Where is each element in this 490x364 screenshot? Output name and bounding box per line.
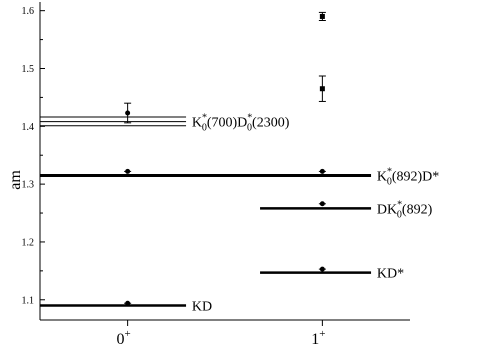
annotation-kd-star: KD* (377, 267, 404, 282)
y-axis-label: am (7, 170, 24, 190)
y-tick-label: 1.1 (22, 295, 35, 306)
data-point (125, 300, 131, 306)
y-tick-label: 1.4 (22, 122, 35, 133)
data-points (124, 11, 326, 306)
annotation-kd: KD (192, 300, 212, 315)
data-point (319, 266, 325, 272)
annotation-k0-star-892-dstar: K* 0(892)D* (377, 166, 439, 187)
y-tick-label: 1.6 (22, 6, 35, 17)
data-point (319, 201, 325, 207)
threshold-lines (40, 116, 372, 307)
annotation-dk0-star-892: DK* 0(892) (377, 199, 433, 220)
annotations: KD KD* DK* 0(892) K* 0(892)D* K* 0(700)D* 0(2300… (192, 113, 439, 315)
data-point-square (319, 13, 325, 19)
x-tick-label: 0+ (117, 328, 131, 348)
data-point (125, 168, 131, 174)
data-point (125, 110, 131, 116)
x-tick-label: 1+ (311, 328, 325, 348)
axes: 1.1 1.2 1.3 1.4 1.5 1.6 0+ 1+ (22, 2, 410, 348)
y-tick-label: 1.2 (22, 237, 35, 248)
y-tick-label: 1.5 (22, 64, 35, 75)
data-point-square (319, 86, 325, 92)
y-tick-label: 1.3 (22, 180, 35, 191)
annotation-k0-star-700-d0-star-2300: K* 0(700)D* 0(2300) (192, 113, 290, 134)
data-point (319, 168, 325, 174)
